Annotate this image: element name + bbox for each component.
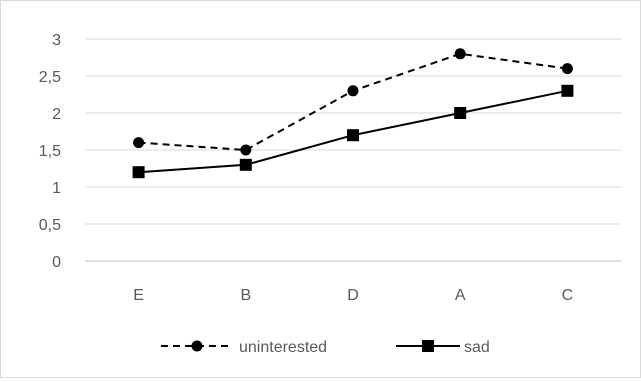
x-tick-label: E — [133, 287, 144, 304]
legend-label-sad: sad — [464, 339, 490, 356]
data-point-uninterested — [347, 85, 359, 97]
data-point-uninterested — [454, 48, 466, 60]
y-tick-label: 0 — [52, 254, 61, 271]
x-tick-label: D — [347, 287, 359, 304]
data-point-sad — [561, 84, 574, 97]
legend-marker-uninterested — [191, 340, 203, 352]
series-lines — [132, 48, 574, 179]
data-point-sad — [454, 107, 467, 119]
data-point-sad — [239, 158, 252, 171]
data-point-uninterested — [240, 144, 252, 156]
y-tick-label: 1,5 — [39, 143, 61, 160]
x-tick-label: B — [240, 287, 251, 304]
data-point-uninterested — [561, 63, 573, 75]
gridlines — [85, 38, 621, 262]
data-point-uninterested — [133, 137, 145, 149]
data-point-sad — [132, 166, 145, 179]
x-tick-label: C — [562, 287, 574, 304]
y-tick-label: 1 — [52, 180, 61, 197]
y-tick-label: 2,5 — [39, 69, 61, 86]
legend-label-uninterested: uninterested — [239, 339, 327, 356]
legend-marker-sad — [422, 340, 434, 352]
legend: uninterested sad — [161, 339, 490, 356]
y-tick-label: 0,5 — [39, 217, 61, 234]
y-tick-label: 3 — [52, 32, 61, 49]
data-point-sad — [347, 129, 359, 142]
x-tick-label: A — [455, 287, 466, 304]
y-axis-tick-labels: 0 0,5 1 1,5 2 2,5 3 — [39, 32, 61, 271]
y-tick-label: 2 — [52, 106, 61, 123]
